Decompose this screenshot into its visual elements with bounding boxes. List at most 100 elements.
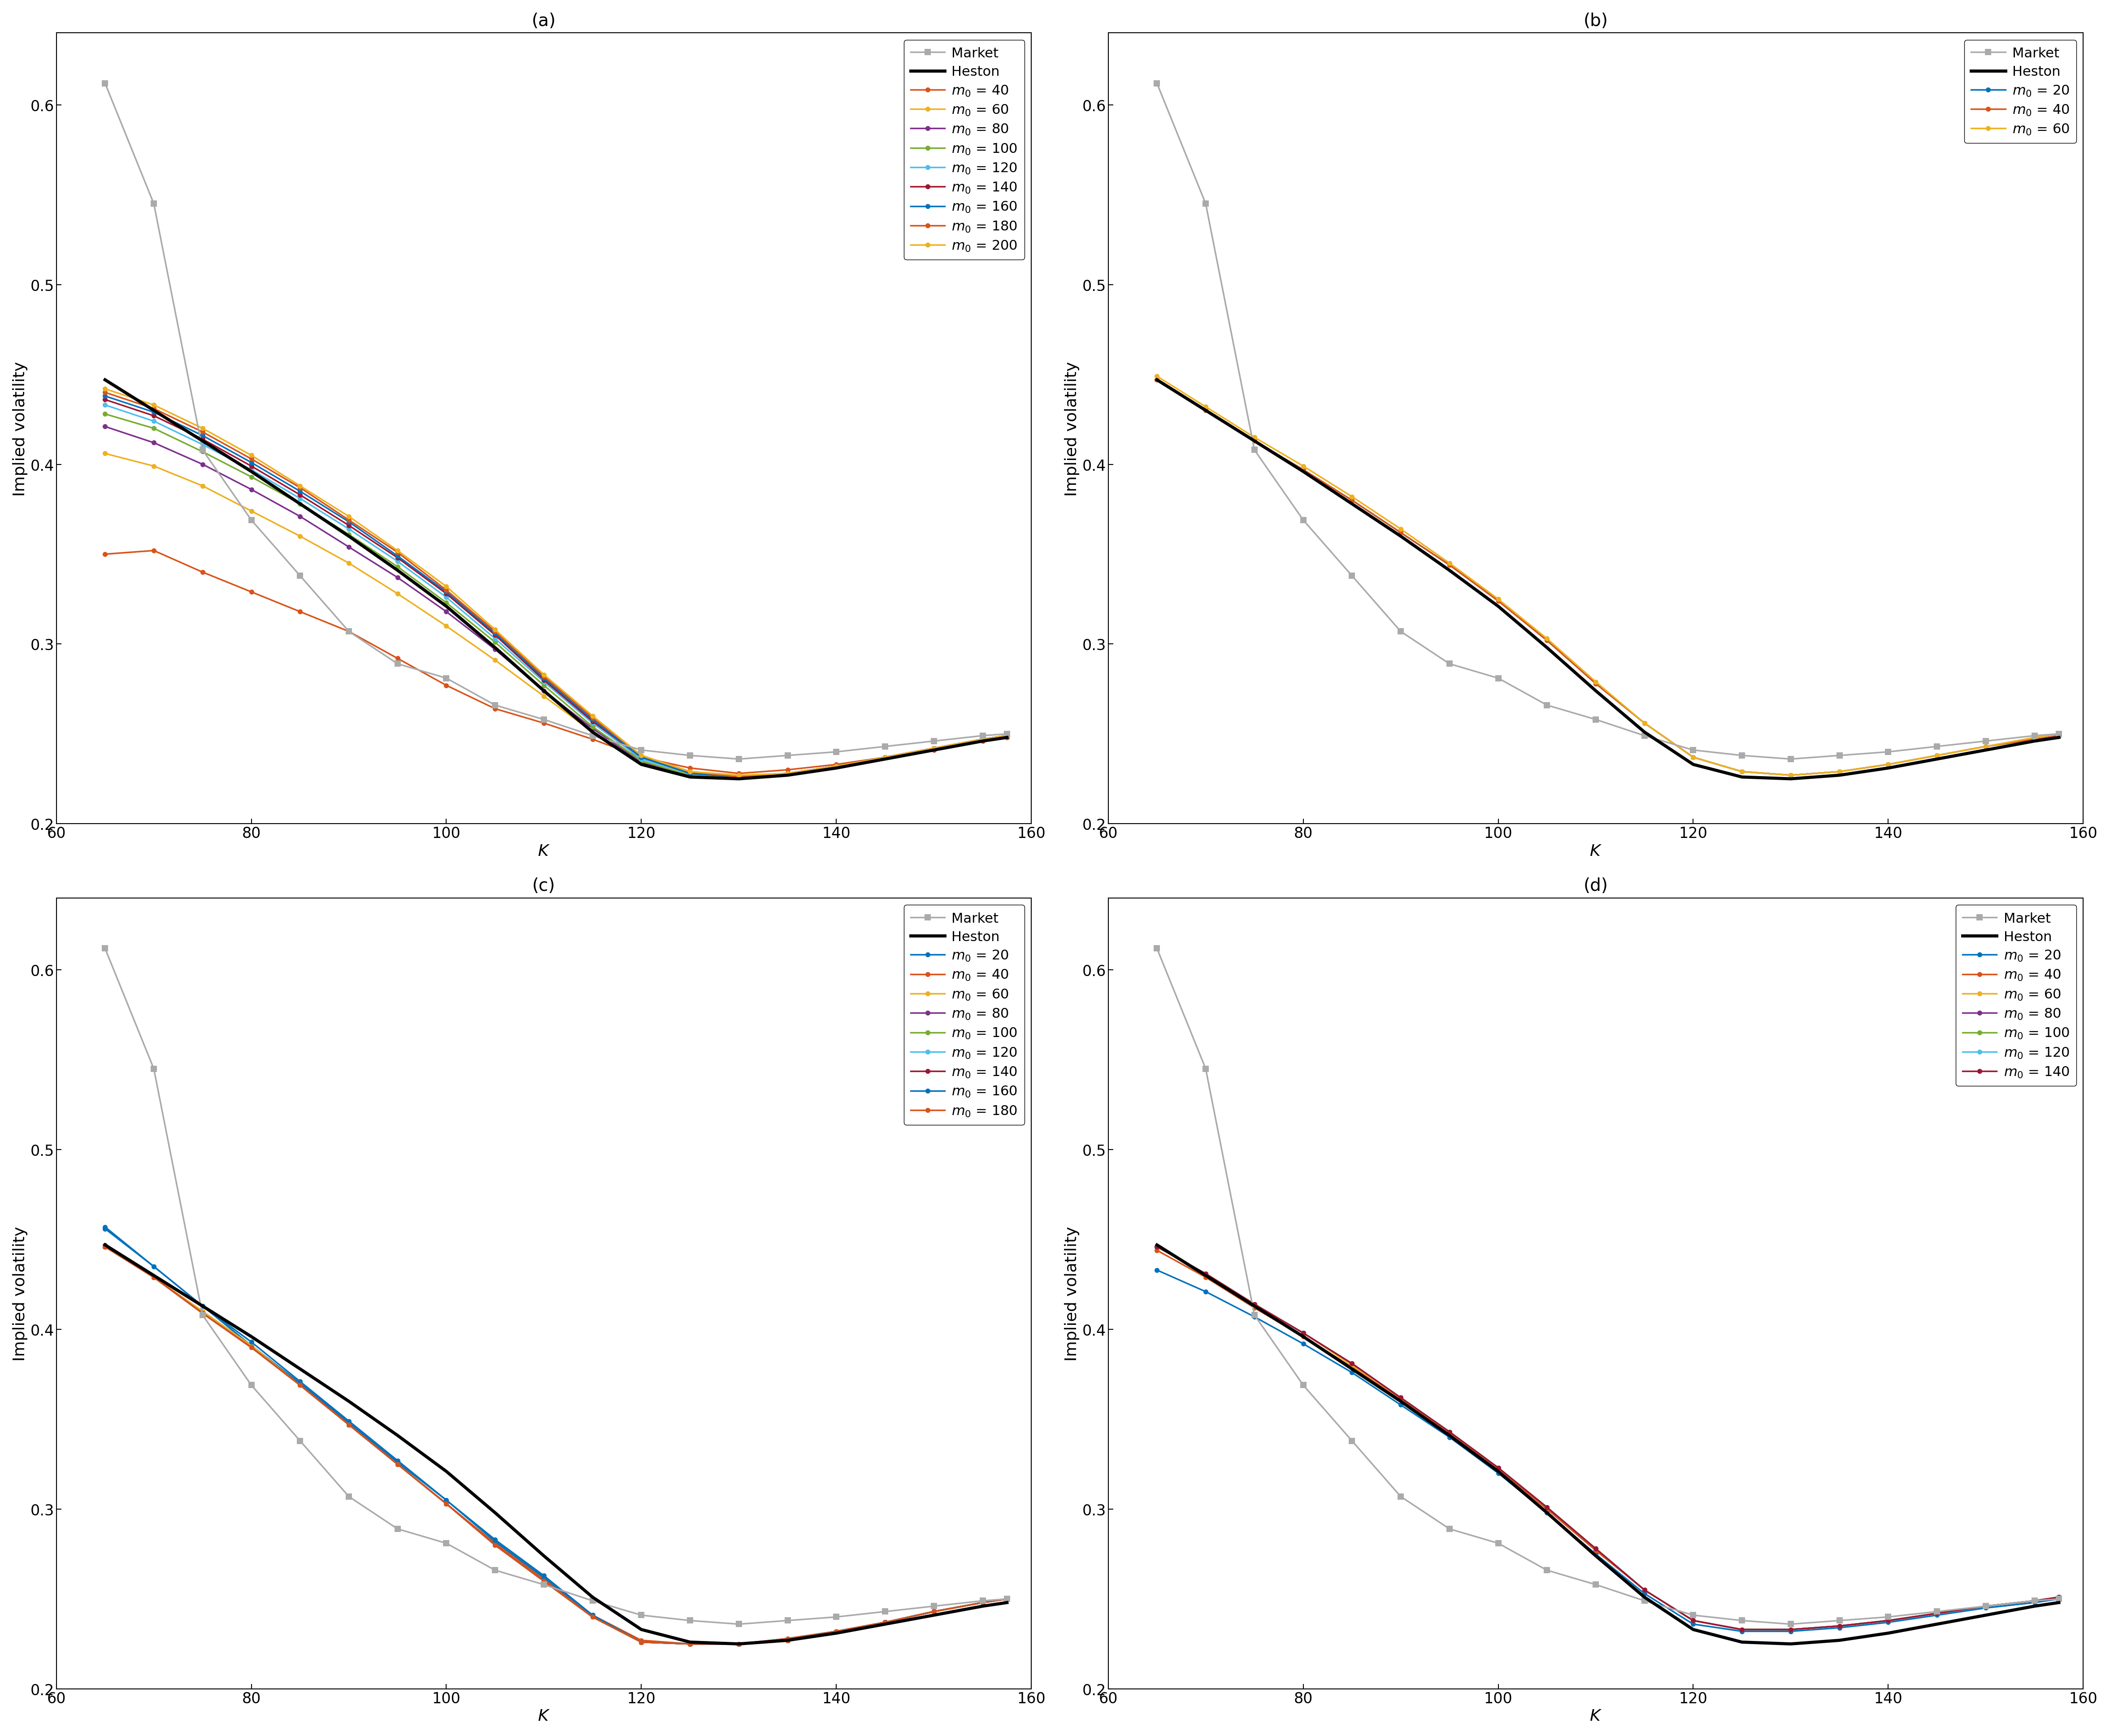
$m_0$ = 40 — [287, 1375, 312, 1396]
Heston — [922, 1604, 947, 1625]
$m_0$ = 180 — [435, 1493, 460, 1514]
$m_0$ = 80 — [580, 1606, 606, 1627]
$m_0$ = 100 — [922, 738, 947, 759]
$m_0$ = 200 — [141, 394, 167, 415]
$m_0$ = 120 — [141, 1267, 167, 1288]
$m_0$ = 40 — [1437, 556, 1462, 576]
$m_0$ = 100 — [141, 1267, 167, 1288]
$m_0$ = 120 — [994, 726, 1019, 746]
Market — [774, 745, 800, 766]
$m_0$ = 80 — [629, 1632, 654, 1653]
Heston — [994, 1592, 1019, 1613]
$m_0$ = 160 — [384, 1450, 409, 1470]
$m_0$ = 80 — [1340, 1352, 1365, 1373]
$m_0$ = 180 — [994, 1588, 1019, 1609]
Market — [1192, 1059, 1217, 1080]
Heston — [1779, 769, 1804, 790]
Market — [1631, 1590, 1656, 1611]
Heston — [1924, 748, 1950, 769]
Market — [1680, 1604, 1705, 1625]
$m_0$ = 80 — [629, 752, 654, 773]
$m_0$ = 140 — [190, 429, 215, 450]
$m_0$ = 80 — [1485, 1458, 1511, 1479]
$m_0$ = 120 — [1680, 1611, 1705, 1632]
Market — [1534, 1561, 1559, 1581]
$m_0$ = 120 — [774, 1630, 800, 1651]
$m_0$ = 80 — [532, 681, 557, 701]
$m_0$ = 160 — [335, 512, 361, 533]
$m_0$ = 60 — [1485, 589, 1511, 609]
Market — [1534, 694, 1559, 715]
Y-axis label: Implied volatility: Implied volatility — [13, 361, 27, 496]
$m_0$ = 140 — [1631, 1580, 1656, 1601]
$m_0$ = 140 — [580, 712, 606, 733]
$m_0$ = 40 — [1291, 460, 1317, 481]
$m_0$ = 20 — [1144, 370, 1169, 391]
$m_0$ = 180 — [141, 1267, 167, 1288]
Heston — [1730, 1632, 1756, 1653]
$m_0$ = 60 — [1340, 486, 1365, 507]
Title: (d): (d) — [1582, 877, 1608, 894]
$m_0$ = 120 — [287, 1375, 312, 1396]
$m_0$ = 200 — [629, 745, 654, 766]
Market — [335, 621, 361, 642]
Market — [1876, 741, 1901, 762]
$m_0$ = 40 — [922, 740, 947, 760]
$m_0$ = 100 — [1388, 1387, 1414, 1408]
$m_0$ = 60 — [823, 1621, 848, 1642]
$m_0$ = 20 — [1291, 460, 1317, 481]
Y-axis label: Implied volatility: Implied volatility — [1063, 361, 1080, 496]
Line: $m_0$ = 20: $m_0$ = 20 — [1154, 1267, 2061, 1634]
Line: $m_0$ = 100: $m_0$ = 100 — [103, 411, 1009, 779]
$m_0$ = 80 — [1730, 1620, 1756, 1641]
Market — [1730, 745, 1756, 766]
$m_0$ = 160 — [871, 746, 897, 767]
Line: Heston: Heston — [106, 380, 1006, 779]
$m_0$ = 200 — [677, 762, 703, 783]
$m_0$ = 180 — [238, 450, 264, 470]
Heston — [1827, 1630, 1853, 1651]
$m_0$ = 120 — [2021, 1590, 2047, 1611]
$m_0$ = 60 — [1485, 1458, 1511, 1479]
Line: $m_0$ = 180: $m_0$ = 180 — [103, 391, 1009, 779]
$m_0$ = 120 — [971, 1592, 996, 1613]
$m_0$ = 60 — [1582, 1538, 1608, 1559]
Heston — [2047, 1592, 2072, 1613]
Market — [1582, 1575, 1608, 1595]
$m_0$ = 20 — [1973, 1597, 1998, 1618]
Market — [1388, 1486, 1414, 1507]
$m_0$ = 20 — [335, 1413, 361, 1434]
$m_0$ = 80 — [1144, 1236, 1169, 1257]
$m_0$ = 20 — [1437, 556, 1462, 576]
$m_0$ = 140 — [871, 746, 897, 767]
$m_0$ = 40 — [532, 1569, 557, 1590]
Heston — [1582, 681, 1608, 701]
$m_0$ = 20 — [1973, 736, 1998, 757]
$m_0$ = 60 — [994, 1588, 1019, 1609]
$m_0$ = 40 — [580, 1604, 606, 1625]
$m_0$ = 160 — [971, 1592, 996, 1613]
$m_0$ = 40 — [994, 1588, 1019, 1609]
Market — [1437, 1519, 1462, 1540]
$m_0$ = 120 — [1973, 1595, 1998, 1616]
Line: $m_0$ = 60: $m_0$ = 60 — [1154, 1245, 2061, 1632]
$m_0$ = 40 — [1631, 713, 1656, 734]
$m_0$ = 180 — [994, 726, 1019, 746]
Legend: Market, Heston, $m_0$ = 20, $m_0$ = 40, $m_0$ = 60, $m_0$ = 80, $m_0$ = 100, $m_: Market, Heston, $m_0$ = 20, $m_0$ = 40, … — [1956, 904, 2076, 1087]
$m_0$ = 180 — [190, 1304, 215, 1325]
$m_0$ = 180 — [971, 1592, 996, 1613]
$m_0$ = 100 — [823, 757, 848, 778]
$m_0$ = 100 — [1243, 1293, 1268, 1314]
$m_0$ = 100 — [922, 1601, 947, 1621]
$m_0$ = 60 — [1243, 427, 1268, 448]
$m_0$ = 80 — [1924, 1602, 1950, 1623]
$m_0$ = 100 — [677, 1634, 703, 1654]
$m_0$ = 160 — [141, 1257, 167, 1278]
Heston — [1680, 753, 1705, 774]
Market — [871, 736, 897, 757]
Heston — [774, 1630, 800, 1651]
$m_0$ = 120 — [335, 1415, 361, 1436]
$m_0$ = 100 — [971, 729, 996, 750]
$m_0$ = 160 — [190, 1295, 215, 1316]
Heston — [871, 1614, 897, 1635]
